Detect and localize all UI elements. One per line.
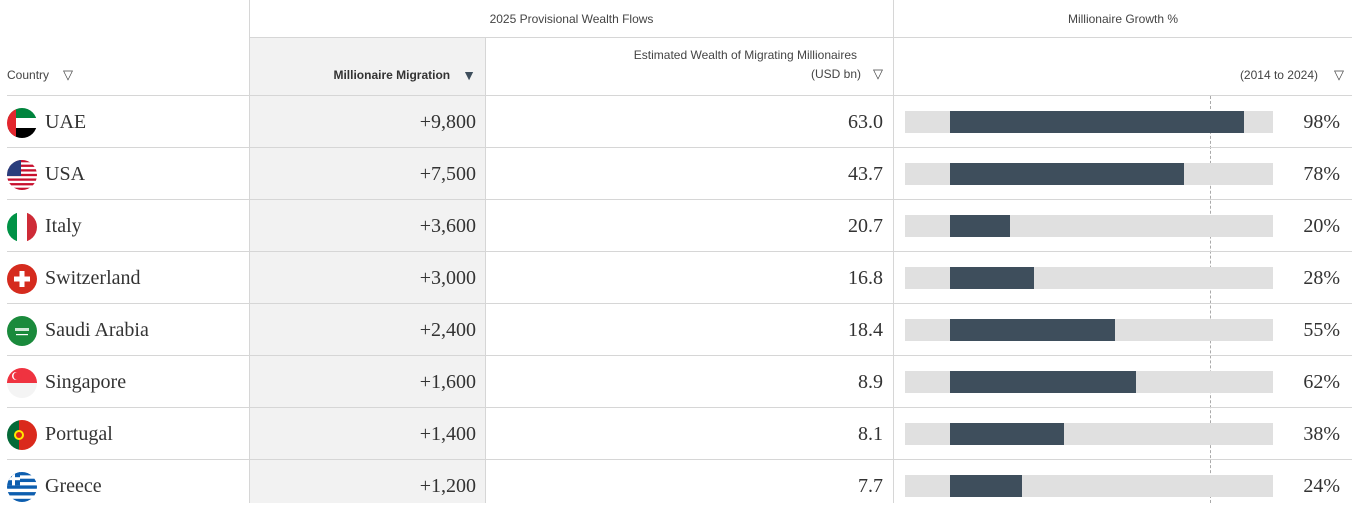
- column-header-millionaire-migration[interactable]: Millionaire Migration ▼: [250, 64, 476, 86]
- wealth-value: 7.7: [858, 474, 883, 497]
- greece-flag-icon: [7, 472, 37, 502]
- italy-flag-icon: [7, 212, 37, 242]
- portugal-flag-icon: [7, 420, 37, 450]
- growth-bar-track: [905, 423, 1273, 445]
- table-row-portugal[interactable]: Portugal +1,400 8.1 38%: [7, 408, 1352, 460]
- wealth-value: 18.4: [848, 318, 883, 341]
- column-header-growth-label: (2014 to 2024): [1239, 68, 1318, 82]
- group-header-millionaire-growth: Millionaire Growth %: [1067, 11, 1179, 26]
- growth-value: 28%: [1303, 266, 1340, 289]
- column-header-country[interactable]: Country ▽: [7, 64, 73, 86]
- switzerland-flag-icon: [7, 264, 37, 294]
- country-name: Saudi Arabia: [45, 318, 149, 341]
- usa-flag-icon: [7, 160, 37, 190]
- growth-bar-track: [905, 163, 1273, 185]
- growth-bar-track: [905, 371, 1273, 393]
- table-row-italy[interactable]: Italy +3,600 20.7 20%: [7, 200, 1352, 252]
- growth-value: 78%: [1303, 162, 1340, 185]
- growth-bar: [950, 111, 1244, 133]
- row-divider: [7, 199, 1352, 200]
- migration-value: +1,400: [419, 422, 476, 445]
- sorted-column-background: [250, 37, 485, 503]
- divider: [485, 37, 486, 503]
- growth-bar-track: [905, 267, 1273, 289]
- country-name: Singapore: [45, 370, 127, 393]
- country-name: Greece: [45, 474, 102, 497]
- growth-bar: [950, 319, 1115, 341]
- growth-bar: [950, 215, 1010, 237]
- table-row-singapore[interactable]: Singapore +1,600 8.9 62%: [7, 356, 1352, 408]
- divider: [250, 37, 1352, 38]
- migration-value: +3,000: [419, 266, 476, 289]
- wealth-value: 8.9: [858, 370, 883, 393]
- country-name: USA: [45, 162, 86, 185]
- growth-value: 62%: [1303, 370, 1340, 393]
- growth-bar: [950, 475, 1022, 497]
- growth-value: 98%: [1303, 110, 1340, 133]
- sort-desc-filled-triangle-icon[interactable]: ▼: [462, 67, 476, 83]
- saudi-arabia-flag-icon: [7, 316, 37, 346]
- row-divider: [7, 407, 1352, 408]
- column-header-growth-period[interactable]: (2014 to 2024) ▽: [894, 64, 1344, 86]
- table-row-usa[interactable]: USA +7,500 43.7 78%: [7, 148, 1352, 200]
- group-header-wealth-flows: 2025 Provisional Wealth Flows: [489, 11, 654, 26]
- wealth-value: 43.7: [848, 162, 883, 185]
- growth-bar: [950, 163, 1184, 185]
- divider: [7, 95, 1352, 96]
- country-name: Italy: [45, 214, 82, 237]
- column-header-country-label: Country: [7, 68, 50, 82]
- column-header-wealth-line1: Estimated Wealth of Migrating Millionair…: [633, 48, 857, 62]
- growth-bar: [950, 267, 1034, 289]
- filter-triangle-icon[interactable]: ▽: [63, 67, 74, 82]
- growth-bar-track: [905, 319, 1273, 341]
- singapore-flag-icon: [7, 368, 37, 398]
- filter-triangle-icon[interactable]: ▽: [873, 66, 883, 81]
- growth-bar: [950, 423, 1064, 445]
- growth-bar-track: [905, 215, 1273, 237]
- table-row-uae[interactable]: UAE +9,800 63.0 98%: [7, 96, 1352, 148]
- growth-bar: [950, 371, 1136, 393]
- wealth-value: 63.0: [848, 110, 883, 133]
- migration-value: +3,600: [419, 214, 476, 237]
- growth-value: 55%: [1303, 318, 1340, 341]
- country-name: Switzerland: [45, 266, 141, 289]
- table-row-saudi-arabia[interactable]: Saudi Arabia +2,400 18.4 55%: [7, 304, 1352, 356]
- table-row-greece[interactable]: Greece +1,200 7.7 24%: [7, 460, 1352, 512]
- migration-value: +9,800: [419, 110, 476, 133]
- wealth-value: 8.1: [858, 422, 883, 445]
- row-divider: [7, 147, 1352, 148]
- growth-bar-track: [905, 111, 1273, 133]
- country-name: Portugal: [45, 422, 113, 445]
- growth-value: 20%: [1303, 214, 1340, 237]
- growth-reference-line: [1210, 96, 1211, 503]
- migration-value: +1,600: [419, 370, 476, 393]
- migration-value: +2,400: [419, 318, 476, 341]
- uae-flag-icon: [7, 108, 37, 138]
- growth-bar-track: [905, 475, 1273, 497]
- column-header-estimated-wealth[interactable]: Estimated Wealth of Migrating Millionair…: [486, 48, 883, 88]
- row-divider: [7, 251, 1352, 252]
- growth-value: 38%: [1303, 422, 1340, 445]
- row-divider: [7, 459, 1352, 460]
- filter-triangle-icon[interactable]: ▽: [1334, 67, 1344, 82]
- table-row-switzerland[interactable]: Switzerland +3,000 16.8 28%: [7, 252, 1352, 304]
- migration-value: +7,500: [419, 162, 476, 185]
- column-header-wealth-line2: (USD bn): [810, 67, 861, 81]
- migration-value: +1,200: [419, 474, 476, 497]
- row-divider: [7, 303, 1352, 304]
- column-header-migration-label: Millionaire Migration: [333, 68, 451, 82]
- growth-value: 24%: [1303, 474, 1340, 497]
- row-divider: [7, 355, 1352, 356]
- wealth-value: 20.7: [848, 214, 883, 237]
- country-name: UAE: [45, 110, 87, 133]
- wealth-value: 16.8: [848, 266, 883, 289]
